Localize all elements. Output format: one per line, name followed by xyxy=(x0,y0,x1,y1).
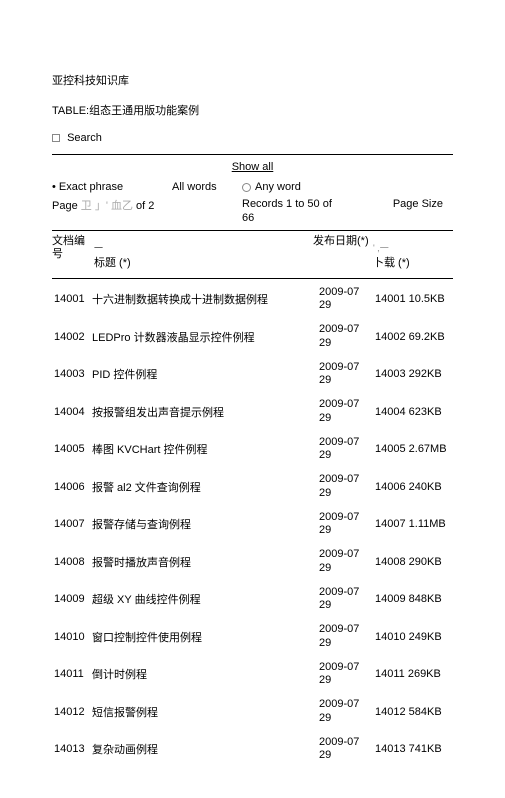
page-suffix: of 2 xyxy=(136,200,154,212)
sort-arrow-title[interactable]: 一 xyxy=(94,243,105,253)
cell-id: 14002 xyxy=(52,318,90,356)
cell-date: 2009-07 29 xyxy=(317,431,373,469)
cell-title: 复杂动画例程 xyxy=(90,731,317,769)
table-row[interactable]: 14005棒图 KVCHart 控件例程2009-07 2914005 2.67… xyxy=(52,431,453,469)
cell-date: 2009-07 29 xyxy=(317,281,373,319)
search-label: Search xyxy=(67,132,102,144)
table-row[interactable]: 14009超级 XY 曲线控件例程2009-07 2914009 848KB xyxy=(52,581,453,619)
search-row: Search xyxy=(52,132,453,144)
cell-title: 十六进制数据转换成十进制数据例程 xyxy=(90,281,317,319)
cell-title: 按报警组发出声音提示例程 xyxy=(90,393,317,431)
cell-date: 2009-07 29 xyxy=(317,356,373,394)
table-row[interactable]: 14004按报警组发出声音提示例程2009-07 2914004 623KB xyxy=(52,393,453,431)
cell-download: 14010 249KB xyxy=(373,618,453,656)
table-title: TABLE:组态王通用版功能案例 xyxy=(52,102,453,118)
col-id[interactable]: 文档编号 xyxy=(52,235,85,260)
sort-arrow-dl[interactable]: ' ,一 xyxy=(373,243,389,253)
page-prefix: Page xyxy=(52,200,78,212)
cell-title: 超级 XY 曲线控件例程 xyxy=(90,581,317,619)
cell-title: 短信报警例程 xyxy=(90,693,317,731)
filter-row: • Exact phrase All words Any word xyxy=(52,181,453,193)
cell-id: 14008 xyxy=(52,543,90,581)
cell-date: 2009-07 29 xyxy=(317,318,373,356)
cell-id: 14006 xyxy=(52,468,90,506)
cell-title: 窗口控制控件使用例程 xyxy=(90,618,317,656)
cell-title: LEDPro 计数器液晶显示控件例程 xyxy=(90,318,317,356)
col-title[interactable]: 标题 (*) xyxy=(94,257,131,269)
cell-title: 棒图 KVCHart 控件例程 xyxy=(90,431,317,469)
table-row[interactable]: 14001十六进制数据转换成十进制数据例程2009-07 2914001 10.… xyxy=(52,281,453,319)
cell-download: 14006 240KB xyxy=(373,468,453,506)
divider-head xyxy=(52,278,453,279)
cell-download: 14005 2.67MB xyxy=(373,431,453,469)
table-row[interactable]: 14010窗口控制控件使用例程2009-07 2914010 249KB xyxy=(52,618,453,656)
cell-date: 2009-07 29 xyxy=(317,581,373,619)
cell-id: 14005 xyxy=(52,431,90,469)
cell-download: 14011 269KB xyxy=(373,656,453,694)
any-word-label: Any word xyxy=(255,181,301,193)
col-date[interactable]: 发布日期(*) xyxy=(313,235,369,247)
page-size-label: Page Size xyxy=(342,197,453,211)
cell-id: 14001 xyxy=(52,281,90,319)
cell-id: 14013 xyxy=(52,731,90,769)
cell-download: 14013 741KB xyxy=(373,731,453,769)
cell-id: 14004 xyxy=(52,393,90,431)
show-all-link[interactable]: Show all xyxy=(52,161,453,173)
table-row[interactable]: 14006报警 al2 文件查询例程2009-07 2914006 240KB xyxy=(52,468,453,506)
exact-phrase-option[interactable]: • Exact phrase xyxy=(52,181,172,193)
page-grey: 卫 」' 血乙 xyxy=(78,200,136,212)
cell-date: 2009-07 29 xyxy=(317,731,373,769)
table-row[interactable]: 14011倒计时例程2009-07 2914011 269KB xyxy=(52,656,453,694)
any-word-option[interactable]: Any word xyxy=(242,181,453,193)
cell-download: 14007 1.11MB xyxy=(373,506,453,544)
cell-date: 2009-07 29 xyxy=(317,543,373,581)
cell-id: 14011 xyxy=(52,656,90,694)
cell-download: 14004 623KB xyxy=(373,393,453,431)
cell-download: 14002 69.2KB xyxy=(373,318,453,356)
records-label: Records 1 to 50 of 66 xyxy=(242,197,342,226)
table-row[interactable]: 14002LEDPro 计数器液晶显示控件例程2009-07 2914002 6… xyxy=(52,318,453,356)
col-download[interactable]: 卜载 (*) xyxy=(373,257,410,269)
cell-date: 2009-07 29 xyxy=(317,393,373,431)
cell-title: 报警存储与查询例程 xyxy=(90,506,317,544)
table-row[interactable]: 14012短信报警例程2009-07 2914012 584KB xyxy=(52,693,453,731)
cell-download: 14003 292KB xyxy=(373,356,453,394)
column-headers: 文档编号 一 标题 (*) 发布日期(*) ' ,一 卜载 (*) xyxy=(52,233,453,276)
all-words-option[interactable]: All words xyxy=(172,181,242,193)
data-table: 14001十六进制数据转换成十进制数据例程2009-07 2914001 10.… xyxy=(52,281,453,769)
cell-id: 14003 xyxy=(52,356,90,394)
cell-date: 2009-07 29 xyxy=(317,468,373,506)
cell-download: 14001 10.5KB xyxy=(373,281,453,319)
cell-download: 14008 290KB xyxy=(373,543,453,581)
cell-title: 倒计时例程 xyxy=(90,656,317,694)
cell-download: 14012 584KB xyxy=(373,693,453,731)
cell-date: 2009-07 29 xyxy=(317,618,373,656)
divider-top xyxy=(52,154,453,155)
cell-title: 报警时播放声音例程 xyxy=(90,543,317,581)
cell-download: 14009 848KB xyxy=(373,581,453,619)
cell-title: PID 控件例程 xyxy=(90,356,317,394)
cell-id: 14007 xyxy=(52,506,90,544)
cell-id: 14012 xyxy=(52,693,90,731)
divider-mid xyxy=(52,230,453,231)
cell-title: 报警 al2 文件查询例程 xyxy=(90,468,317,506)
table-row[interactable]: 14013复杂动画例程2009-07 2914013 741KB xyxy=(52,731,453,769)
table-row[interactable]: 14007报警存储与查询例程2009-07 2914007 1.11MB xyxy=(52,506,453,544)
cell-date: 2009-07 29 xyxy=(317,693,373,731)
site-title: 亚控科技知识库 xyxy=(52,72,453,88)
radio-icon xyxy=(242,183,251,192)
search-checkbox[interactable] xyxy=(52,134,60,142)
cell-date: 2009-07 29 xyxy=(317,656,373,694)
table-row[interactable]: 14008报警时播放声音例程2009-07 2914008 290KB xyxy=(52,543,453,581)
table-row[interactable]: 14003PID 控件例程2009-07 2914003 292KB xyxy=(52,356,453,394)
cell-id: 14010 xyxy=(52,618,90,656)
pagination-row: Page 卫 」' 血乙 of 2 Records 1 to 50 of 66 … xyxy=(52,197,453,226)
cell-id: 14009 xyxy=(52,581,90,619)
cell-date: 2009-07 29 xyxy=(317,506,373,544)
